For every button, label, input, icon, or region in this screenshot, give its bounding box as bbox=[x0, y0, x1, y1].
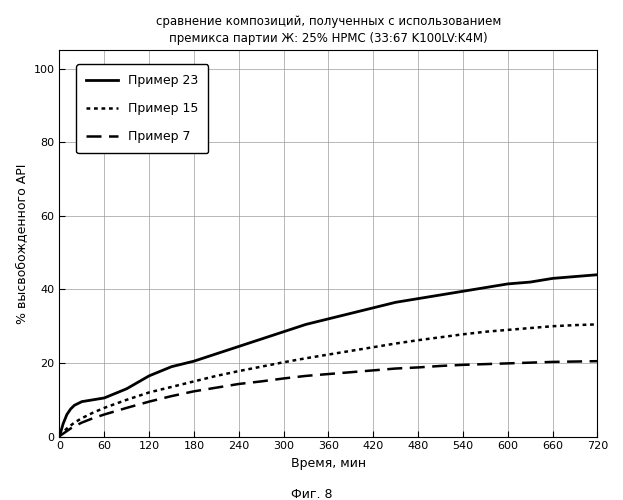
Пример 15 bbox=[55, 432, 63, 438]
Пример 7 bbox=[78, 420, 85, 426]
Пример 15 bbox=[482, 328, 489, 334]
Пример 15 bbox=[100, 405, 108, 411]
Пример 7 bbox=[325, 371, 332, 377]
Пример 15 bbox=[190, 378, 197, 384]
Пример 23 bbox=[280, 328, 287, 334]
Пример 23 bbox=[594, 272, 601, 278]
Пример 15 bbox=[212, 373, 220, 379]
Пример 15 bbox=[70, 420, 78, 426]
Пример 15 bbox=[414, 337, 422, 343]
Пример 23 bbox=[212, 351, 220, 357]
Пример 7 bbox=[59, 430, 67, 436]
Пример 7 bbox=[257, 378, 265, 384]
Пример 23 bbox=[549, 276, 556, 281]
Пример 23 bbox=[63, 412, 70, 418]
Пример 15 bbox=[392, 340, 399, 346]
Пример 23 bbox=[145, 373, 153, 379]
Пример 15 bbox=[235, 368, 242, 374]
Пример 23 bbox=[59, 420, 67, 426]
Пример 7 bbox=[70, 424, 78, 430]
Пример 23 bbox=[100, 395, 108, 401]
Пример 15 bbox=[459, 332, 467, 338]
Пример 23 bbox=[302, 322, 310, 328]
Пример 7 bbox=[482, 361, 489, 367]
Пример 15 bbox=[257, 364, 265, 370]
Пример 7 bbox=[504, 360, 511, 366]
Пример 7 bbox=[594, 358, 601, 364]
Пример 15 bbox=[302, 355, 310, 361]
Пример 15 bbox=[123, 397, 130, 403]
Пример 7 bbox=[63, 428, 70, 434]
Пример 23 bbox=[459, 288, 467, 294]
Пример 15 bbox=[145, 390, 153, 396]
Пример 7 bbox=[145, 398, 153, 404]
Пример 15 bbox=[369, 344, 377, 350]
Пример 23 bbox=[437, 292, 444, 298]
Пример 23 bbox=[235, 344, 242, 349]
Text: Фиг. 8: Фиг. 8 bbox=[291, 488, 332, 500]
Пример 15 bbox=[526, 325, 534, 331]
Пример 7 bbox=[67, 426, 74, 432]
Пример 23 bbox=[67, 406, 74, 412]
Пример 7 bbox=[369, 368, 377, 374]
Пример 7 bbox=[235, 381, 242, 387]
Пример 23 bbox=[325, 316, 332, 322]
Line: Пример 15: Пример 15 bbox=[59, 324, 597, 436]
Legend: Пример 23, Пример 15, Пример 7: Пример 23, Пример 15, Пример 7 bbox=[77, 64, 208, 154]
Пример 23 bbox=[70, 402, 78, 408]
Пример 23 bbox=[571, 274, 579, 280]
Пример 7 bbox=[302, 373, 310, 379]
Пример 15 bbox=[594, 322, 601, 328]
Пример 15 bbox=[280, 360, 287, 366]
Пример 15 bbox=[89, 410, 97, 416]
Пример 7 bbox=[549, 359, 556, 365]
Пример 15 bbox=[59, 429, 67, 435]
Пример 7 bbox=[437, 363, 444, 369]
Пример 15 bbox=[325, 352, 332, 358]
Пример 7 bbox=[100, 412, 108, 418]
Пример 23 bbox=[392, 300, 399, 306]
Пример 7 bbox=[212, 384, 220, 390]
Пример 7 bbox=[280, 376, 287, 382]
Line: Пример 23: Пример 23 bbox=[59, 274, 597, 436]
Пример 23 bbox=[190, 358, 197, 364]
Пример 23 bbox=[55, 434, 63, 440]
Пример 23 bbox=[504, 281, 511, 287]
Пример 15 bbox=[78, 415, 85, 421]
Пример 15 bbox=[437, 334, 444, 340]
Пример 7 bbox=[347, 369, 354, 375]
Пример 7 bbox=[526, 360, 534, 366]
Пример 15 bbox=[504, 327, 511, 333]
Title: сравнение композиций, полученных с использованием
премикса партии Ж: 25% HPMC (3: сравнение композиций, полученных с испол… bbox=[156, 15, 501, 45]
Пример 15 bbox=[347, 348, 354, 354]
Пример 23 bbox=[414, 296, 422, 302]
Пример 23 bbox=[257, 336, 265, 342]
Пример 15 bbox=[63, 426, 70, 432]
Пример 15 bbox=[67, 422, 74, 428]
Пример 7 bbox=[89, 415, 97, 421]
Пример 23 bbox=[78, 398, 85, 404]
Пример 7 bbox=[392, 366, 399, 372]
Y-axis label: % высвобожденного API: % высвобожденного API bbox=[15, 164, 28, 324]
Пример 15 bbox=[571, 322, 579, 328]
X-axis label: Время, мин: Время, мин bbox=[291, 457, 366, 470]
Пример 7 bbox=[414, 364, 422, 370]
Пример 7 bbox=[123, 405, 130, 411]
Пример 15 bbox=[168, 384, 175, 390]
Пример 7 bbox=[571, 358, 579, 364]
Пример 23 bbox=[526, 279, 534, 285]
Пример 7 bbox=[168, 393, 175, 399]
Пример 7 bbox=[459, 362, 467, 368]
Пример 23 bbox=[123, 386, 130, 392]
Пример 7 bbox=[55, 433, 63, 439]
Пример 15 bbox=[549, 323, 556, 329]
Пример 7 bbox=[190, 388, 197, 394]
Пример 23 bbox=[369, 305, 377, 311]
Пример 23 bbox=[482, 284, 489, 290]
Пример 23 bbox=[347, 310, 354, 316]
Line: Пример 7: Пример 7 bbox=[59, 361, 597, 436]
Пример 23 bbox=[168, 364, 175, 370]
Пример 23 bbox=[89, 397, 97, 403]
